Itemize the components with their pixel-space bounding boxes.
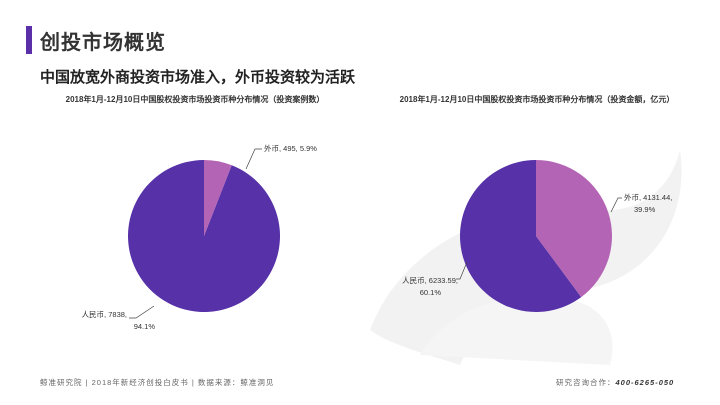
page-header: 创投市场概览	[26, 26, 166, 54]
slice-label-rmb-line2: 94.1%	[134, 322, 156, 331]
pie-slice-foreign	[536, 160, 612, 298]
pie-svg-deal-count: 外币, 495, 5.9% 人民币, 7838, 94.1%	[82, 143, 318, 331]
slice-label-foreign-line2: 39.9%	[634, 205, 656, 214]
slice-label-foreign-line1: 外币, 4131.44,	[624, 192, 672, 202]
chart-title-deal-count: 2018年1月-12月10日中国股权投资市场投资币种分布情况（投资案例数）	[65, 95, 325, 104]
footer-contact-label: 研究咨询合作：	[556, 378, 616, 387]
pie-slice-rmb	[459, 160, 582, 312]
pie-slice-foreign	[204, 160, 232, 236]
slice-label-rmb-line1: 人民币, 6233.59,	[402, 276, 458, 285]
leader-line-foreign	[610, 197, 622, 213]
footer-contact: 研究咨询合作：400-6265-050	[556, 377, 674, 388]
slice-label-rmb-line1: 人民币, 7838,	[82, 310, 127, 319]
leader-line-rmb	[129, 305, 155, 319]
leader-line-foreign	[245, 148, 262, 170]
footer-phone: 400-6265-050	[615, 378, 675, 387]
leader-line-rmb	[456, 261, 468, 280]
pie-chart-investment-amount: 2018年1月-12月10日中国股权投资市场投资币种分布情况（投资金额，亿元） …	[372, 94, 702, 344]
footer-source: 鲸准研究院 | 2018年新经济创投白皮书 | 数据来源：鲸准洞见	[40, 378, 275, 387]
page-title: 创投市场概览	[40, 31, 166, 54]
slice-label-rmb-line2: 60.1%	[420, 288, 442, 297]
title-accent-bar	[26, 26, 32, 54]
pie-svg-investment-amount: 外币, 4131.44, 39.9% 人民币, 6233.59, 60.1%	[402, 160, 672, 312]
pie-slice-rmb	[128, 160, 281, 312]
pie-chart-deal-count: 2018年1月-12月10日中国股权投资市场投资币种分布情况（投资案例数） 外币…	[30, 94, 360, 344]
page-subtitle: 中国放宽外商投资市场准入，外币投资较为活跃	[40, 69, 356, 86]
chart-title-investment-amount: 2018年1月-12月10日中国股权投资市场投资币种分布情况（投资金额，亿元）	[399, 95, 675, 104]
slice-label-foreign: 外币, 495, 5.9%	[264, 143, 317, 153]
